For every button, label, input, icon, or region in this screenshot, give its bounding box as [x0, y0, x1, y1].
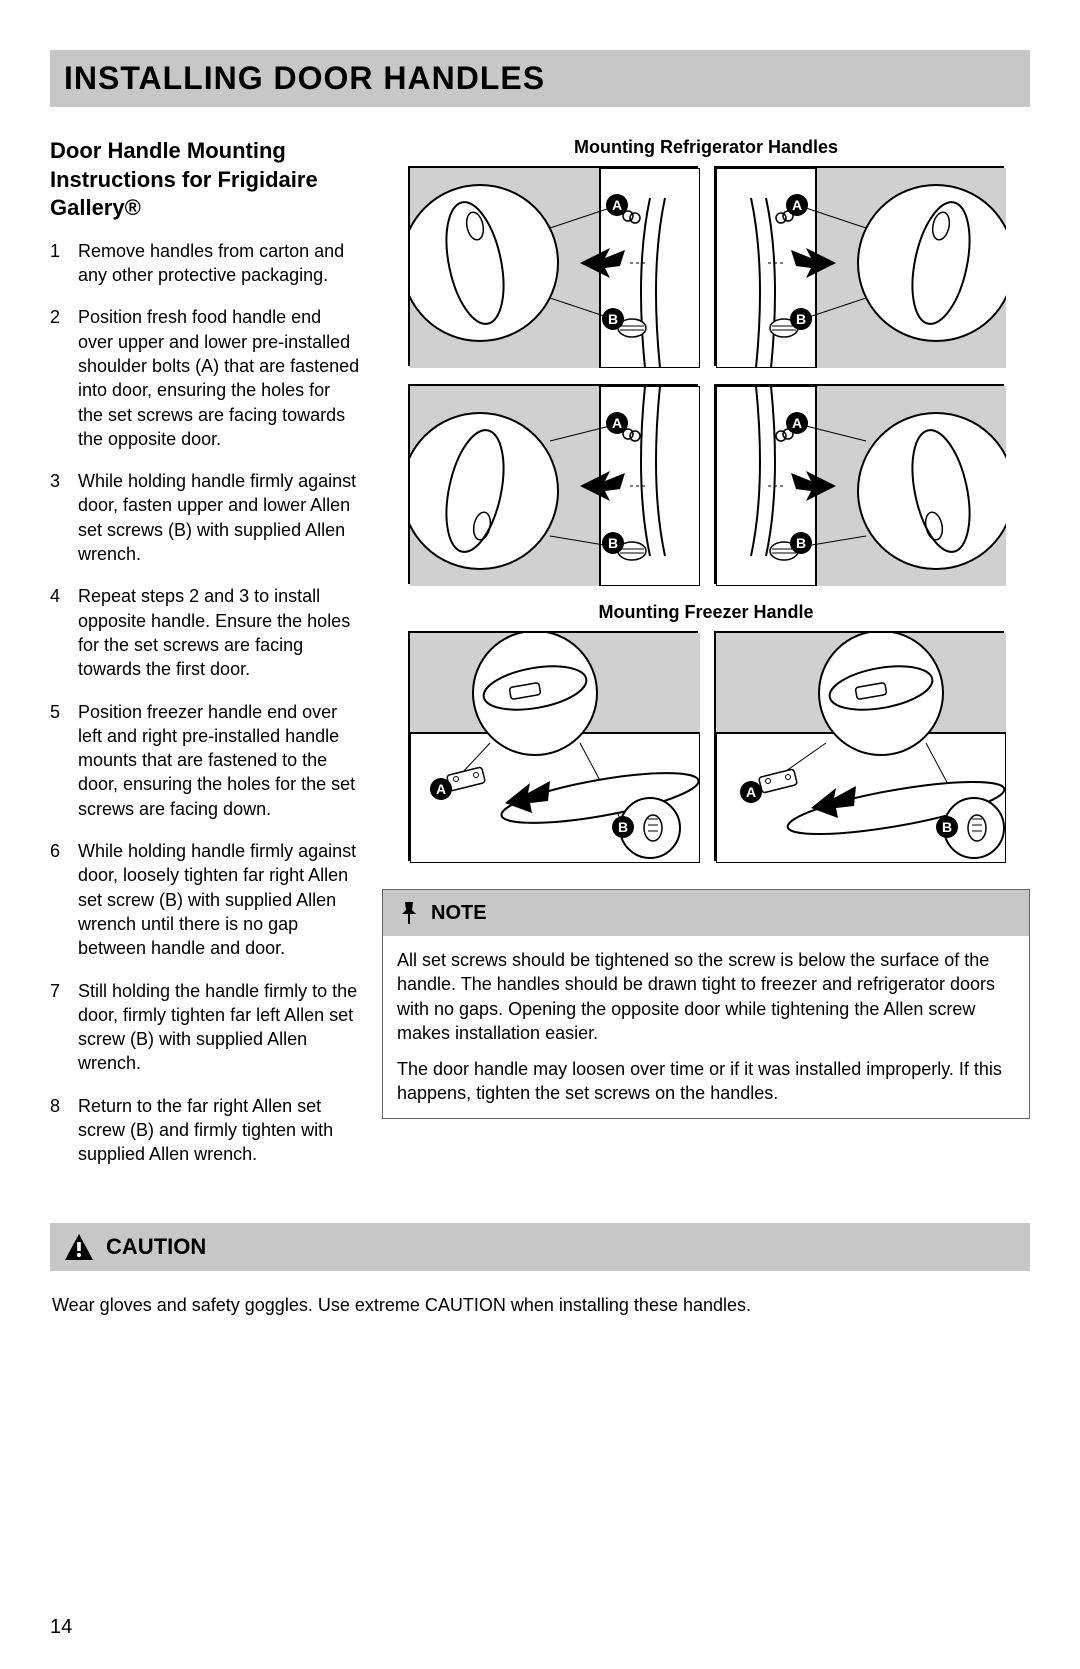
badge-b: B	[602, 308, 624, 330]
refrigerator-row-upper: A B	[382, 166, 1030, 366]
badge-a: A	[740, 781, 762, 803]
freezer-panel-left: A B	[408, 631, 698, 861]
note-label: NOTE	[431, 902, 487, 925]
caution-label: CAUTION	[106, 1234, 206, 1260]
badge-a: A	[786, 194, 808, 216]
badge-a: A	[606, 194, 628, 216]
fridge-panel-lower-left: A B	[408, 384, 698, 584]
refrigerator-diagram-title: Mounting Refrigerator Handles	[382, 137, 1030, 158]
badge-a: A	[430, 778, 452, 800]
step-6: While holding handle firmly against door…	[50, 839, 360, 960]
freezer-left-svg	[410, 633, 700, 863]
content-row: Door Handle Mounting Instructions for Fr…	[50, 137, 1030, 1185]
fridge-panel-upper-left: A B	[408, 166, 698, 366]
note-body: All set screws should be tightened so th…	[383, 936, 1029, 1118]
left-column: Door Handle Mounting Instructions for Fr…	[50, 137, 360, 1185]
instruction-list: Remove handles from carton and any other…	[50, 239, 360, 1167]
note-para-2: The door handle may loosen over time or …	[397, 1057, 1015, 1106]
note-para-1: All set screws should be tightened so th…	[397, 948, 1015, 1045]
step-2: Position fresh food handle end over uppe…	[50, 305, 360, 451]
pushpin-icon	[397, 900, 421, 926]
section-title-bar: INSTALLING DOOR HANDLES	[50, 50, 1030, 107]
right-column: Mounting Refrigerator Handles	[382, 137, 1030, 1185]
step-8: Return to the far right Allen set screw …	[50, 1094, 360, 1167]
badge-b: B	[790, 532, 812, 554]
page: INSTALLING DOOR HANDLES Door Handle Moun…	[0, 0, 1080, 1669]
badge-b: B	[602, 532, 624, 554]
step-7: Still holding the handle firmly to the d…	[50, 979, 360, 1076]
step-3: While holding handle firmly against door…	[50, 469, 360, 566]
fridge-panel-upper-right: A B	[714, 166, 1004, 366]
fridge-upper-right-svg	[716, 168, 1006, 368]
step-5: Position freezer handle end over left an…	[50, 700, 360, 821]
badge-b: B	[612, 816, 634, 838]
freezer-panel-right: A B	[714, 631, 1004, 861]
caution-section: CAUTION Wear gloves and safety goggles. …	[50, 1223, 1030, 1316]
note-box: NOTE All set screws should be tightened …	[382, 889, 1030, 1119]
badge-a: A	[606, 412, 628, 434]
subheading: Door Handle Mounting Instructions for Fr…	[50, 137, 360, 223]
fridge-upper-left-svg	[410, 168, 700, 368]
step-1: Remove handles from carton and any other…	[50, 239, 360, 288]
step-4: Repeat steps 2 and 3 to install opposite…	[50, 584, 360, 681]
refrigerator-row-lower: A B	[382, 384, 1030, 584]
fridge-panel-lower-right: A B	[714, 384, 1004, 584]
caution-bar: CAUTION	[50, 1223, 1030, 1271]
badge-a: A	[786, 412, 808, 434]
section-title: INSTALLING DOOR HANDLES	[64, 60, 1016, 97]
note-header: NOTE	[383, 890, 1029, 936]
caution-body: Wear gloves and safety goggles. Use extr…	[50, 1271, 1030, 1316]
fridge-lower-right-svg	[716, 386, 1006, 586]
fridge-lower-left-svg	[410, 386, 700, 586]
freezer-diagram-title: Mounting Freezer Handle	[382, 602, 1030, 623]
freezer-row: A B	[382, 631, 1030, 861]
badge-b: B	[790, 308, 812, 330]
badge-b: B	[936, 816, 958, 838]
warning-triangle-icon	[64, 1233, 94, 1261]
page-number: 14	[50, 1616, 72, 1639]
freezer-right-svg	[716, 633, 1006, 863]
